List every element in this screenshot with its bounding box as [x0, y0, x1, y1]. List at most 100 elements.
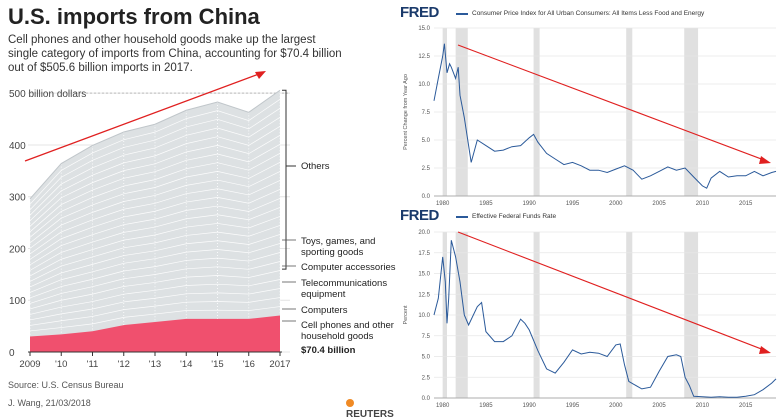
trend-arrow-line: [457, 44, 765, 161]
y-tick-label: 100: [9, 296, 26, 307]
trend-arrow-head: [255, 71, 266, 79]
source-note: Source: U.S. Census Bureau: [8, 380, 124, 390]
series-line: [433, 43, 777, 189]
layer-line: [29, 98, 281, 205]
total-line: [29, 89, 281, 200]
y-tick-label: 200: [9, 244, 26, 255]
layer-line: [29, 216, 281, 277]
layer-line: [29, 225, 281, 282]
fred-charts-panel: FRED Consumer Price Index for All Urban …: [398, 0, 782, 420]
y-tick-label: 15.0: [418, 272, 430, 278]
x-tick-label: '14: [180, 359, 192, 370]
x-tick-label: 1995: [566, 403, 580, 409]
x-tick-label: '13: [149, 359, 161, 370]
cpi-legend: Consumer Price Index for All Urban Consu…: [472, 10, 705, 17]
x-tick-label: 2010: [696, 403, 710, 409]
x-tick-label: 2005: [652, 201, 666, 205]
legend-line-icon: [456, 13, 468, 15]
x-tick-label: 2017: [269, 359, 290, 370]
x-tick-label: 2010: [696, 201, 710, 205]
y-tick-label: 300: [9, 193, 26, 204]
trend-arrow-head: [759, 346, 771, 354]
x-tick-label: 1980: [436, 201, 450, 205]
x-tick-label: 1985: [479, 201, 493, 205]
credit-note: J. Wang, 21/03/2018: [8, 398, 91, 408]
trend-arrow-line: [457, 231, 765, 351]
x-tick-label: '12: [118, 359, 130, 370]
y-tick-label: 10.0: [418, 313, 430, 319]
layer-line: [29, 117, 281, 216]
x-tick-label: '15: [211, 359, 223, 370]
x-tick-label: 1985: [479, 403, 493, 409]
x-tick-label: 1980: [436, 403, 450, 409]
legend-label: Cell phones and other household goods: [301, 320, 394, 342]
x-tick-label: '11: [87, 359, 99, 370]
x-tick-label: 1990: [523, 403, 537, 409]
legend-label: Others: [301, 161, 330, 172]
y-tick-label: 0.0: [422, 396, 431, 402]
y-tick-label: 0.0: [422, 194, 431, 200]
y-tick-label: 15.0: [418, 26, 430, 32]
layer-line: [29, 153, 281, 238]
layer-line: [29, 243, 281, 293]
y-tick-label: 5.0: [422, 138, 431, 144]
y-tick-label: 7.5: [422, 110, 431, 116]
x-tick-label: 2015: [739, 403, 753, 409]
chart-title: U.S. imports from China: [8, 4, 260, 29]
y-axis-label: Percent Change from Year Ago: [403, 74, 409, 150]
y-tick-label: 2.5: [422, 375, 431, 381]
layer-line: [29, 270, 281, 310]
y-tick-label: 0: [9, 348, 15, 359]
x-tick-label: 1995: [566, 201, 580, 205]
x-tick-label: 2000: [609, 201, 623, 205]
y-tick-label: 5.0: [422, 355, 431, 361]
x-tick-label: 2005: [652, 403, 666, 409]
series-line: [433, 240, 777, 398]
trend-arrow-head: [759, 156, 771, 164]
layer-line: [29, 252, 281, 299]
y-tick-label: 12.5: [418, 292, 430, 298]
layer-line: [29, 180, 281, 255]
fedfunds-legend: Effective Federal Funds Rate: [472, 213, 557, 220]
y-tick-label: 10.0: [418, 82, 430, 88]
y-tick-label: 12.5: [418, 54, 430, 60]
highlight-value-label: $70.4 billion: [301, 345, 356, 356]
legend-line-icon: [456, 216, 468, 218]
reuters-dot-icon: [346, 399, 354, 408]
x-tick-label: '16: [243, 359, 255, 370]
others-bracket: [282, 89, 287, 270]
reuters-chart-panel: U.S. imports from China Cell phones and …: [8, 4, 398, 420]
chart-subtitle: Cell phones and other household goods ma…: [8, 34, 342, 74]
cpi-line-chart: 0.0 2.5 5.0 7.5 10.0 12.5 15.0 1980 1985 1990 1995…: [403, 26, 777, 205]
legend-label: Computers: [301, 305, 348, 316]
y-axis-label: Percent: [403, 305, 409, 324]
layer-line: [29, 171, 281, 249]
y-tick-label: 20.0: [418, 230, 430, 236]
x-tick-label: 2015: [739, 201, 753, 205]
imports-area-chart: 0 100 200 300 400 500 billion dollars 2009 '10 '…: [9, 71, 396, 370]
y-tick-label: 17.5: [418, 251, 430, 257]
x-tick-label: 1990: [523, 201, 537, 205]
fred-logo-top: FRED: [400, 4, 439, 21]
x-tick-label: '10: [55, 359, 67, 370]
layer-line: [29, 126, 281, 222]
reuters-logo: REUTERS: [346, 398, 398, 420]
x-tick-label: 2000: [609, 403, 623, 409]
legend-label: Telecommunications equipment: [301, 278, 387, 300]
cellphones-area: [30, 315, 280, 352]
reuters-logo-text: REUTERS: [346, 409, 394, 420]
x-tick-label: 2009: [19, 359, 40, 370]
y-tick-label: 500 billion dollars: [9, 89, 86, 100]
fedfunds-line-chart: 0.0 2.5 5.0 7.5 10.0 12.5 15.0 17.5 20.0 1980 1985…: [403, 230, 777, 409]
legend: Others Toys, games, and sporting goods Comp…: [301, 161, 396, 342]
y-tick-label: 2.5: [422, 166, 431, 172]
layer-line: [29, 297, 281, 326]
fred-logo-bottom: FRED: [400, 207, 439, 224]
y-tick-label: 7.5: [422, 334, 431, 340]
trend-arrow-line: [24, 73, 260, 162]
layer-line: [29, 279, 281, 315]
layer-line: [29, 144, 281, 233]
legend-label: Computer accessories: [301, 262, 396, 273]
layer-line: [29, 198, 281, 266]
y-tick-label: 400: [9, 141, 26, 152]
